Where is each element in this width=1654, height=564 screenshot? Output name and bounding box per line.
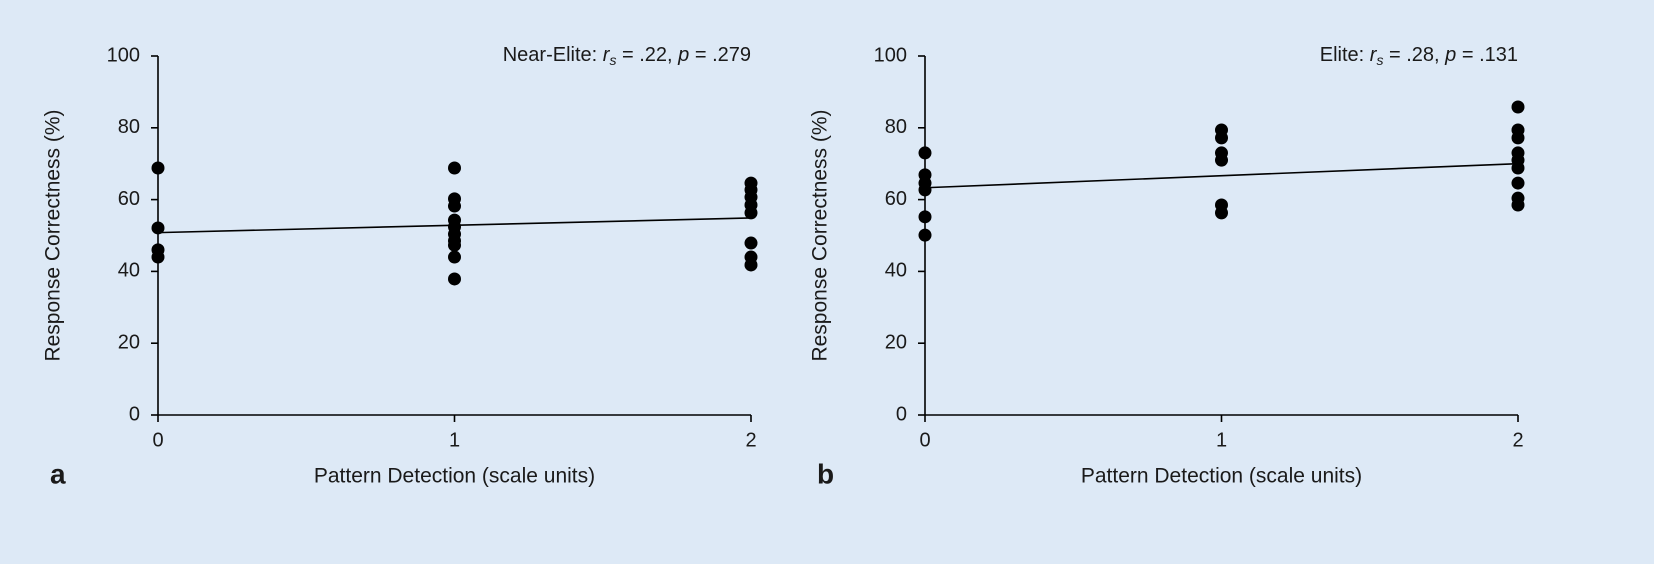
- point: [1511, 131, 1525, 145]
- x-tick-label: 2: [1512, 429, 1523, 451]
- y-tick-label: 100: [107, 44, 140, 66]
- annotation-part: = .279: [689, 44, 751, 66]
- y-tick-label: 60: [118, 188, 140, 210]
- annotation-part: Elite:: [1320, 44, 1370, 66]
- annotation-part: = .22,: [616, 44, 678, 66]
- point: [918, 210, 932, 224]
- x-axis-label: Pattern Detection (scale units): [1081, 465, 1362, 488]
- point: [448, 272, 461, 286]
- y-tick-label: 80: [118, 116, 140, 138]
- y-tick-label: 100: [874, 44, 907, 66]
- y-tick-label: 0: [129, 403, 140, 425]
- point: [151, 161, 165, 175]
- point: [448, 238, 461, 252]
- y-tick-label: 40: [885, 260, 907, 282]
- point: [448, 199, 461, 213]
- y-tick-label: 0: [896, 403, 907, 425]
- point: [918, 146, 932, 160]
- point: [151, 250, 165, 264]
- annotation-part: p: [1444, 44, 1456, 66]
- annotation-part: s: [609, 52, 616, 68]
- x-tick-label: 1: [1216, 429, 1227, 451]
- point: [1215, 206, 1228, 220]
- annotation-part: r: [603, 44, 611, 66]
- point: [1511, 161, 1525, 175]
- panel-label: a: [50, 458, 66, 489]
- y-tick-label: 20: [885, 331, 907, 353]
- y-tick-label: 60: [885, 188, 907, 210]
- point: [151, 221, 165, 235]
- point: [1511, 198, 1525, 212]
- panel-label: b: [817, 458, 834, 489]
- point: [918, 228, 932, 242]
- point: [1511, 176, 1525, 190]
- point: [744, 236, 758, 250]
- y-tick-label: 20: [118, 331, 140, 353]
- x-tick-label: 0: [919, 429, 930, 451]
- point: [918, 183, 932, 197]
- point: [1511, 100, 1525, 114]
- x-tick-label: 2: [745, 429, 756, 451]
- trendline: [157, 217, 752, 234]
- point: [448, 250, 461, 264]
- point: [744, 206, 758, 220]
- y-tick-label: 80: [885, 116, 907, 138]
- y-axis-label: Response Correctness (%): [42, 109, 65, 361]
- y-axis-label: Response Correctness (%): [809, 109, 832, 361]
- point: [1215, 131, 1228, 145]
- annotation-part: = .131: [1456, 44, 1518, 66]
- annotation-part: s: [1376, 52, 1383, 68]
- annotation-part: r: [1370, 44, 1378, 66]
- point: [744, 258, 758, 272]
- y-tick-label: 40: [118, 260, 140, 282]
- x-axis-label: Pattern Detection (scale units): [314, 465, 595, 488]
- point: [448, 161, 461, 175]
- annotation: Near-Elite: rs = .22, p = .279: [503, 44, 751, 67]
- x-tick-label: 0: [152, 429, 163, 451]
- annotation-part: p: [677, 44, 689, 66]
- trendline: [924, 162, 1519, 189]
- annotation-part: = .28,: [1383, 44, 1445, 66]
- annotation-part: Near-Elite:: [503, 44, 603, 66]
- point: [1215, 153, 1228, 167]
- x-tick-label: 1: [449, 429, 460, 451]
- annotation: Elite: rs = .28, p = .131: [1320, 44, 1518, 67]
